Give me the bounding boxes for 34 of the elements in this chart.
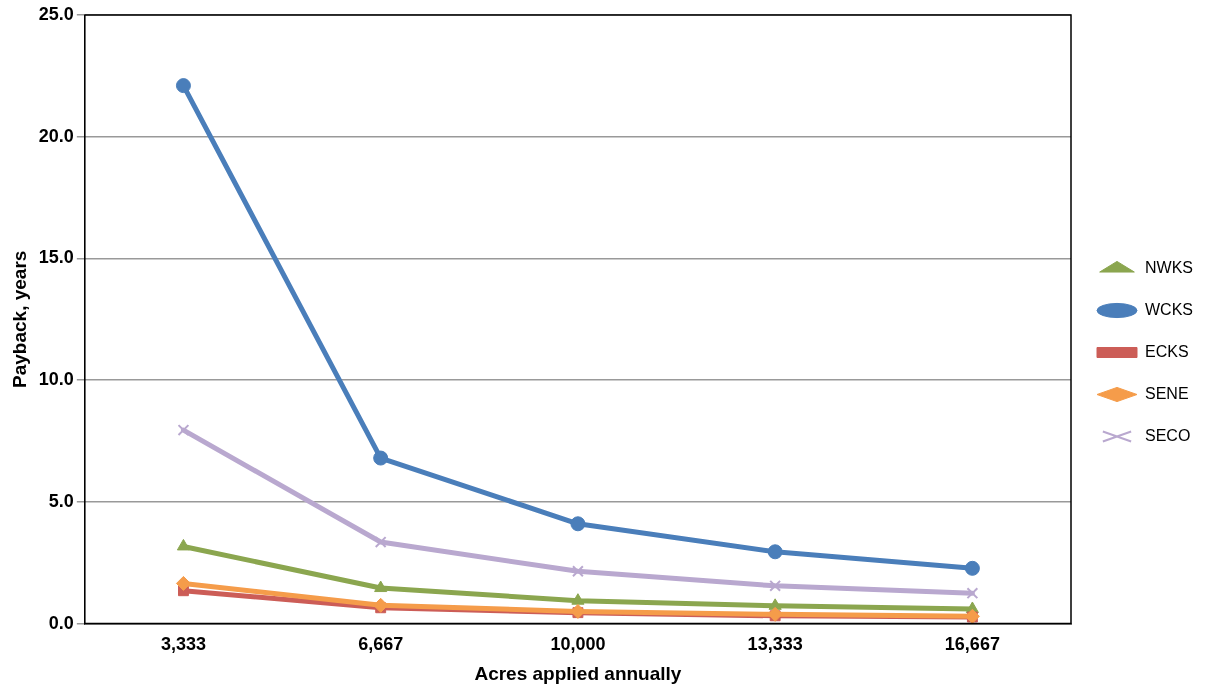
point: [769, 579, 782, 592]
point: [374, 536, 387, 548]
point: [768, 598, 782, 610]
y-tick-label: 25.0: [38, 3, 74, 24]
x-tick-label: 16,667: [944, 634, 1000, 655]
y-tick-label: 5.0: [48, 490, 74, 511]
legend-label: WCKS: [1145, 300, 1193, 318]
x-axis-title: Acres applied annually: [474, 662, 682, 684]
point: [175, 78, 191, 94]
x-tick-label: 13,333: [747, 634, 803, 655]
y-axis-title: Payback, years: [8, 250, 30, 388]
legend-label: ECKS: [1145, 342, 1189, 360]
point: [966, 587, 979, 600]
x-tick-label: 3,333: [160, 634, 206, 655]
point: [571, 565, 584, 578]
point: [177, 424, 190, 437]
point: [175, 575, 191, 591]
point: [570, 603, 586, 619]
legend-label: SENE: [1145, 384, 1189, 402]
point: [176, 538, 191, 551]
point: [373, 450, 389, 466]
point: [767, 544, 783, 560]
point: [374, 580, 388, 593]
legend-label: NWKS: [1145, 258, 1193, 276]
y-tick-label: 15.0: [38, 247, 74, 268]
x-tick-label: 6,667: [358, 634, 404, 655]
x-tick-label: 10,000: [550, 634, 606, 655]
y-tick-label: 10.0: [38, 369, 74, 390]
y-tick-label: 20.0: [38, 125, 74, 146]
y-tick-label: 0.0: [48, 612, 74, 633]
point: [570, 516, 586, 532]
point: [964, 560, 980, 576]
legend-label: SECO: [1145, 426, 1191, 444]
point: [571, 593, 585, 605]
